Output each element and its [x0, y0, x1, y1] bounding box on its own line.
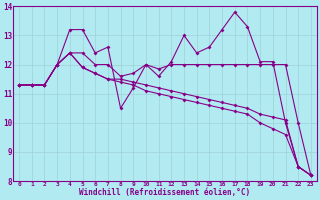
- X-axis label: Windchill (Refroidissement éolien,°C): Windchill (Refroidissement éolien,°C): [79, 188, 251, 197]
